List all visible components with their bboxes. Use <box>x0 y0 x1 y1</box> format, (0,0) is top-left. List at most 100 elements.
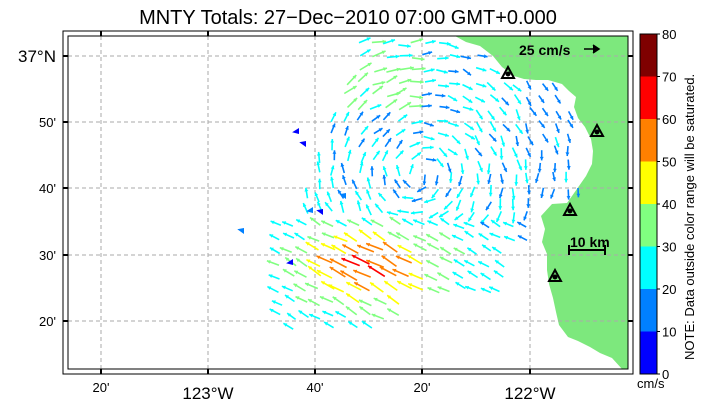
current-vector-head <box>299 141 306 147</box>
current-vector-head <box>269 234 274 238</box>
current-vector-head <box>352 179 356 184</box>
current-vector-head <box>439 163 444 167</box>
current-vector-head <box>419 120 423 124</box>
current-vector-head <box>316 255 321 260</box>
current-vector-head <box>402 87 407 92</box>
y-tick-label: 37°N <box>18 47 56 66</box>
current-vector-head <box>342 244 347 248</box>
current-vector-head <box>452 234 456 239</box>
x-tick-label: 122°W <box>504 384 555 403</box>
current-vector-head <box>492 247 497 251</box>
current-vector-head <box>381 50 386 55</box>
current-vector-head <box>340 270 345 275</box>
current-vector-head <box>408 53 413 58</box>
current-vector-head <box>335 311 340 315</box>
current-vector-head <box>365 87 370 92</box>
current-vector-head <box>410 164 414 169</box>
current-vector-head <box>491 220 496 224</box>
current-vector-head <box>505 101 509 106</box>
current-vector-head <box>267 286 272 290</box>
colorbar-segment <box>640 246 657 289</box>
current-vector-head <box>296 258 300 263</box>
current-vector-head <box>237 228 244 234</box>
current-vector-head <box>316 209 323 215</box>
y-tick-label: 50' <box>39 115 56 130</box>
current-vector-head <box>346 293 351 298</box>
current-vector-head <box>387 308 392 313</box>
current-vector-head <box>319 296 324 300</box>
current-vector-head <box>401 129 406 133</box>
current-vector-head <box>556 128 560 133</box>
current-vector-head <box>381 81 386 85</box>
current-vector-head <box>478 152 482 157</box>
current-vector-head <box>455 282 460 286</box>
current-vector-head <box>347 219 352 224</box>
current-vector-head <box>417 152 421 156</box>
current-vector-head <box>445 56 449 60</box>
colorbar-tick-label: 0 <box>662 367 669 382</box>
current-vector-head <box>504 236 509 240</box>
current-vector-head <box>453 259 458 264</box>
current-vector-head <box>486 170 491 175</box>
current-vector-head <box>395 255 400 260</box>
current-vector-head <box>495 260 500 264</box>
current-vector-head <box>429 123 434 127</box>
current-vector-head <box>316 161 321 166</box>
current-vector-head <box>389 217 394 221</box>
current-vector-head <box>417 188 422 192</box>
current-vector-head <box>266 260 271 264</box>
map-grid <box>68 36 628 369</box>
current-vector-head <box>377 104 382 108</box>
current-vector-head <box>456 206 460 211</box>
current-vector-head <box>469 126 474 130</box>
current-vector-head <box>270 220 275 225</box>
current-vector-head <box>367 62 372 67</box>
current-vector-head <box>353 269 358 274</box>
current-vector-head <box>287 313 292 317</box>
current-vector-head <box>452 272 457 276</box>
current-vector-head <box>295 296 300 300</box>
current-vector-head <box>476 141 480 146</box>
current-vector-head <box>539 156 544 161</box>
current-vector-head <box>437 272 442 277</box>
current-vector-head <box>378 193 383 197</box>
current-vector-head <box>517 235 522 239</box>
current-vector-head <box>544 86 549 91</box>
colorbar-segment <box>640 34 657 77</box>
current-vector-head <box>352 86 357 90</box>
current-vector-head <box>480 222 485 226</box>
current-vector-head <box>361 138 365 143</box>
current-vector-head <box>537 168 542 173</box>
current-vector-head <box>361 217 366 222</box>
current-vector-head <box>411 198 416 203</box>
current-vector-head <box>440 218 445 222</box>
current-vector-head <box>413 219 418 223</box>
current-vector-head <box>358 299 363 304</box>
current-vector-head <box>295 246 300 250</box>
current-vector-head <box>432 158 437 162</box>
current-vector-head <box>282 221 287 225</box>
current-vector-head <box>480 273 485 277</box>
current-vector-head <box>366 259 371 264</box>
current-vector-head <box>378 128 383 132</box>
current-vector-head <box>424 199 429 204</box>
current-vector-head <box>403 114 408 119</box>
current-vector-head <box>544 112 548 116</box>
current-vector-head <box>359 111 363 116</box>
current-vector-head <box>281 285 286 290</box>
current-vector-head <box>470 208 475 213</box>
current-vector-head <box>431 194 436 199</box>
current-vector-head <box>467 55 471 60</box>
current-vector-head <box>489 232 494 237</box>
current-vector-head <box>515 142 520 146</box>
x-axis-labels: 20' 123°W 40' 20' 122°W <box>93 380 556 403</box>
current-vector-head <box>296 219 301 223</box>
current-vector-head <box>345 112 349 116</box>
colorbar-tick-label: 40 <box>662 197 676 212</box>
y-tick-label: 30' <box>39 248 56 263</box>
current-vector-head <box>456 54 461 59</box>
current-vector-head <box>403 180 407 184</box>
y-axis-labels: 37°N 50' 40' 30' 20' <box>18 47 56 329</box>
current-vector-head <box>353 98 358 102</box>
